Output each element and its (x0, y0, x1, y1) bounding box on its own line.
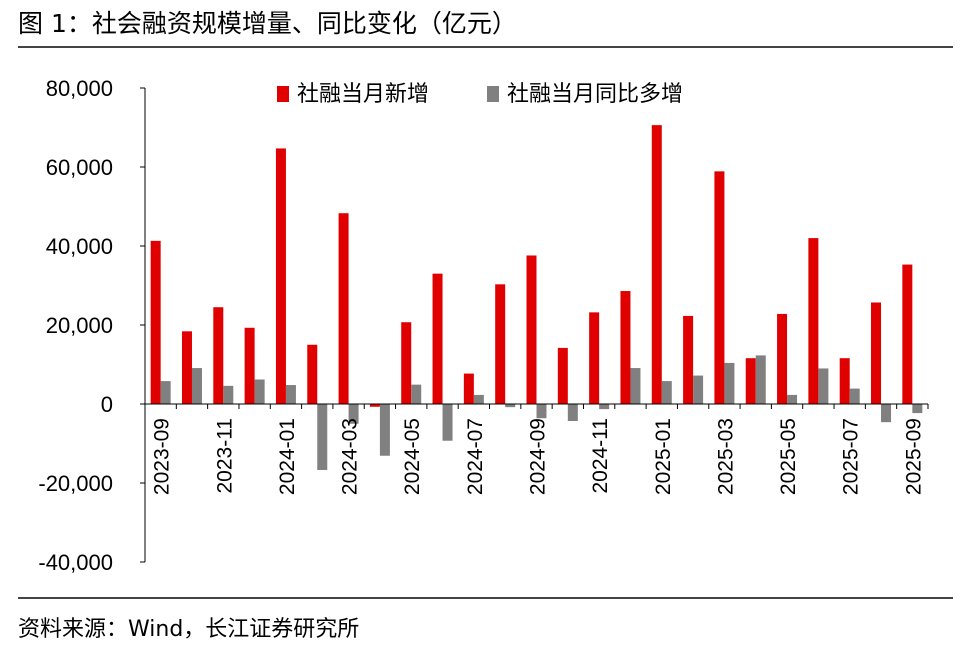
bar-yoy-2025-09 (912, 404, 923, 414)
y-tick-label: 40,000 (46, 234, 113, 259)
bar-new-2024-12 (620, 291, 631, 404)
legend-swatch (487, 86, 499, 102)
bar-new-2025-09 (902, 264, 913, 404)
x-tick-label: 2024-03 (339, 418, 362, 495)
legend-swatch (277, 86, 289, 102)
bar-yoy-2024-04 (379, 404, 390, 456)
bar-yoy-2024-01 (285, 385, 296, 404)
bar-yoy-2025-01 (661, 381, 672, 404)
bar-new-2025-07 (839, 358, 850, 404)
bar-yoy-2024-07 (473, 394, 484, 404)
bottom-rule (18, 597, 953, 599)
bar-new-2024-10 (557, 347, 568, 404)
y-tick-label: 20,000 (46, 313, 113, 338)
bar-yoy-2025-03 (724, 362, 735, 404)
bar-new-2024-02 (307, 344, 318, 404)
legend-label: 社融当月同比多增 (507, 81, 683, 106)
y-tick-label: -40,000 (38, 550, 113, 575)
x-tick-label: 2025-01 (652, 418, 675, 495)
x-tick-label: 2025-07 (840, 418, 863, 495)
x-tick-label: 2023-09 (151, 418, 174, 495)
bar-new-2025-01 (651, 125, 662, 404)
bar-yoy-2023-12 (254, 379, 265, 404)
y-tick-label: 0 (101, 392, 113, 417)
x-tick-label: 2024-11 (589, 418, 612, 494)
bar-new-2025-03 (714, 171, 725, 404)
bar-new-2024-03 (338, 213, 349, 404)
bar-yoy-2025-07 (849, 388, 860, 404)
bar-yoy-2024-12 (630, 368, 641, 404)
bar-new-2024-11 (589, 312, 600, 404)
bar-yoy-2025-06 (818, 368, 829, 404)
x-tick-label: 2024-01 (276, 418, 299, 495)
bar-yoy-2025-02 (693, 375, 704, 404)
bar-new-2024-09 (526, 255, 537, 404)
bar-yoy-2024-06 (442, 404, 453, 441)
bar-yoy-2024-09 (536, 404, 547, 419)
bar-yoy-2023-10 (191, 368, 202, 404)
x-tick-label: 2024-05 (401, 418, 424, 495)
x-tick-label: 2024-07 (464, 418, 487, 495)
bar-new-2025-02 (683, 315, 694, 404)
bar-yoy-2024-05 (411, 384, 422, 404)
bar-new-2024-06 (432, 273, 443, 404)
bar-yoy-2024-02 (317, 404, 328, 470)
bar-chart: -40,000-20,000020,00040,00060,00080,000 … (38, 76, 929, 575)
x-tick-label: 2024-09 (527, 418, 550, 495)
bar-new-2024-07 (463, 373, 474, 404)
bar-new-2025-04 (745, 358, 756, 404)
bar-yoy-2024-03 (348, 404, 359, 424)
bar-new-2025-08 (871, 302, 882, 404)
y-tick-label: -20,000 (38, 471, 113, 496)
bar-new-2023-11 (213, 307, 224, 404)
x-axis: 2023-09 2023-11 2024-01 2024-03 2024-05 2024-… (144, 403, 929, 495)
bar-yoy-2024-11 (599, 404, 610, 410)
x-tick-label: 2025-05 (777, 418, 800, 495)
legend: 社融当月新增 社融当月同比多增 (277, 81, 683, 106)
bar-new-2023-10 (181, 331, 192, 404)
y-tick-label: 80,000 (46, 76, 113, 101)
bar-new-2023-09 (150, 240, 161, 404)
bar-new-2024-08 (495, 284, 506, 404)
top-rule (18, 46, 953, 48)
bar-yoy-2025-04 (755, 355, 766, 404)
bar-yoy-2025-05 (787, 394, 798, 404)
x-tick-label: 2025-03 (714, 418, 737, 495)
x-tick-label: 2025-09 (902, 418, 925, 495)
bar-yoy-2023-11 (223, 385, 234, 404)
bar-new-2025-06 (808, 238, 819, 404)
bar-yoy-2024-10 (567, 404, 578, 421)
y-tick-label: 60,000 (46, 155, 113, 180)
figure-title: 图 1：社会融资规模增量、同比变化（亿元） (18, 9, 517, 38)
bar-new-2024-05 (401, 322, 412, 404)
legend-label: 社融当月新增 (297, 81, 429, 106)
bar-new-2024-01 (275, 148, 286, 404)
bars (150, 125, 923, 470)
bar-yoy-2023-09 (160, 381, 171, 404)
source-note: 资料来源：Wind，长江证券研究所 (18, 617, 360, 642)
bar-new-2023-12 (244, 327, 255, 404)
bar-new-2025-05 (777, 313, 788, 404)
bar-new-2024-04 (369, 404, 380, 407)
x-tick-label: 2023-11 (213, 418, 236, 494)
bar-yoy-2025-08 (881, 404, 892, 423)
y-axis: -40,000 -20,000 0 20,000 40,000 60,000 80,000 (38, 76, 146, 575)
bar-yoy-2024-08 (505, 404, 516, 408)
